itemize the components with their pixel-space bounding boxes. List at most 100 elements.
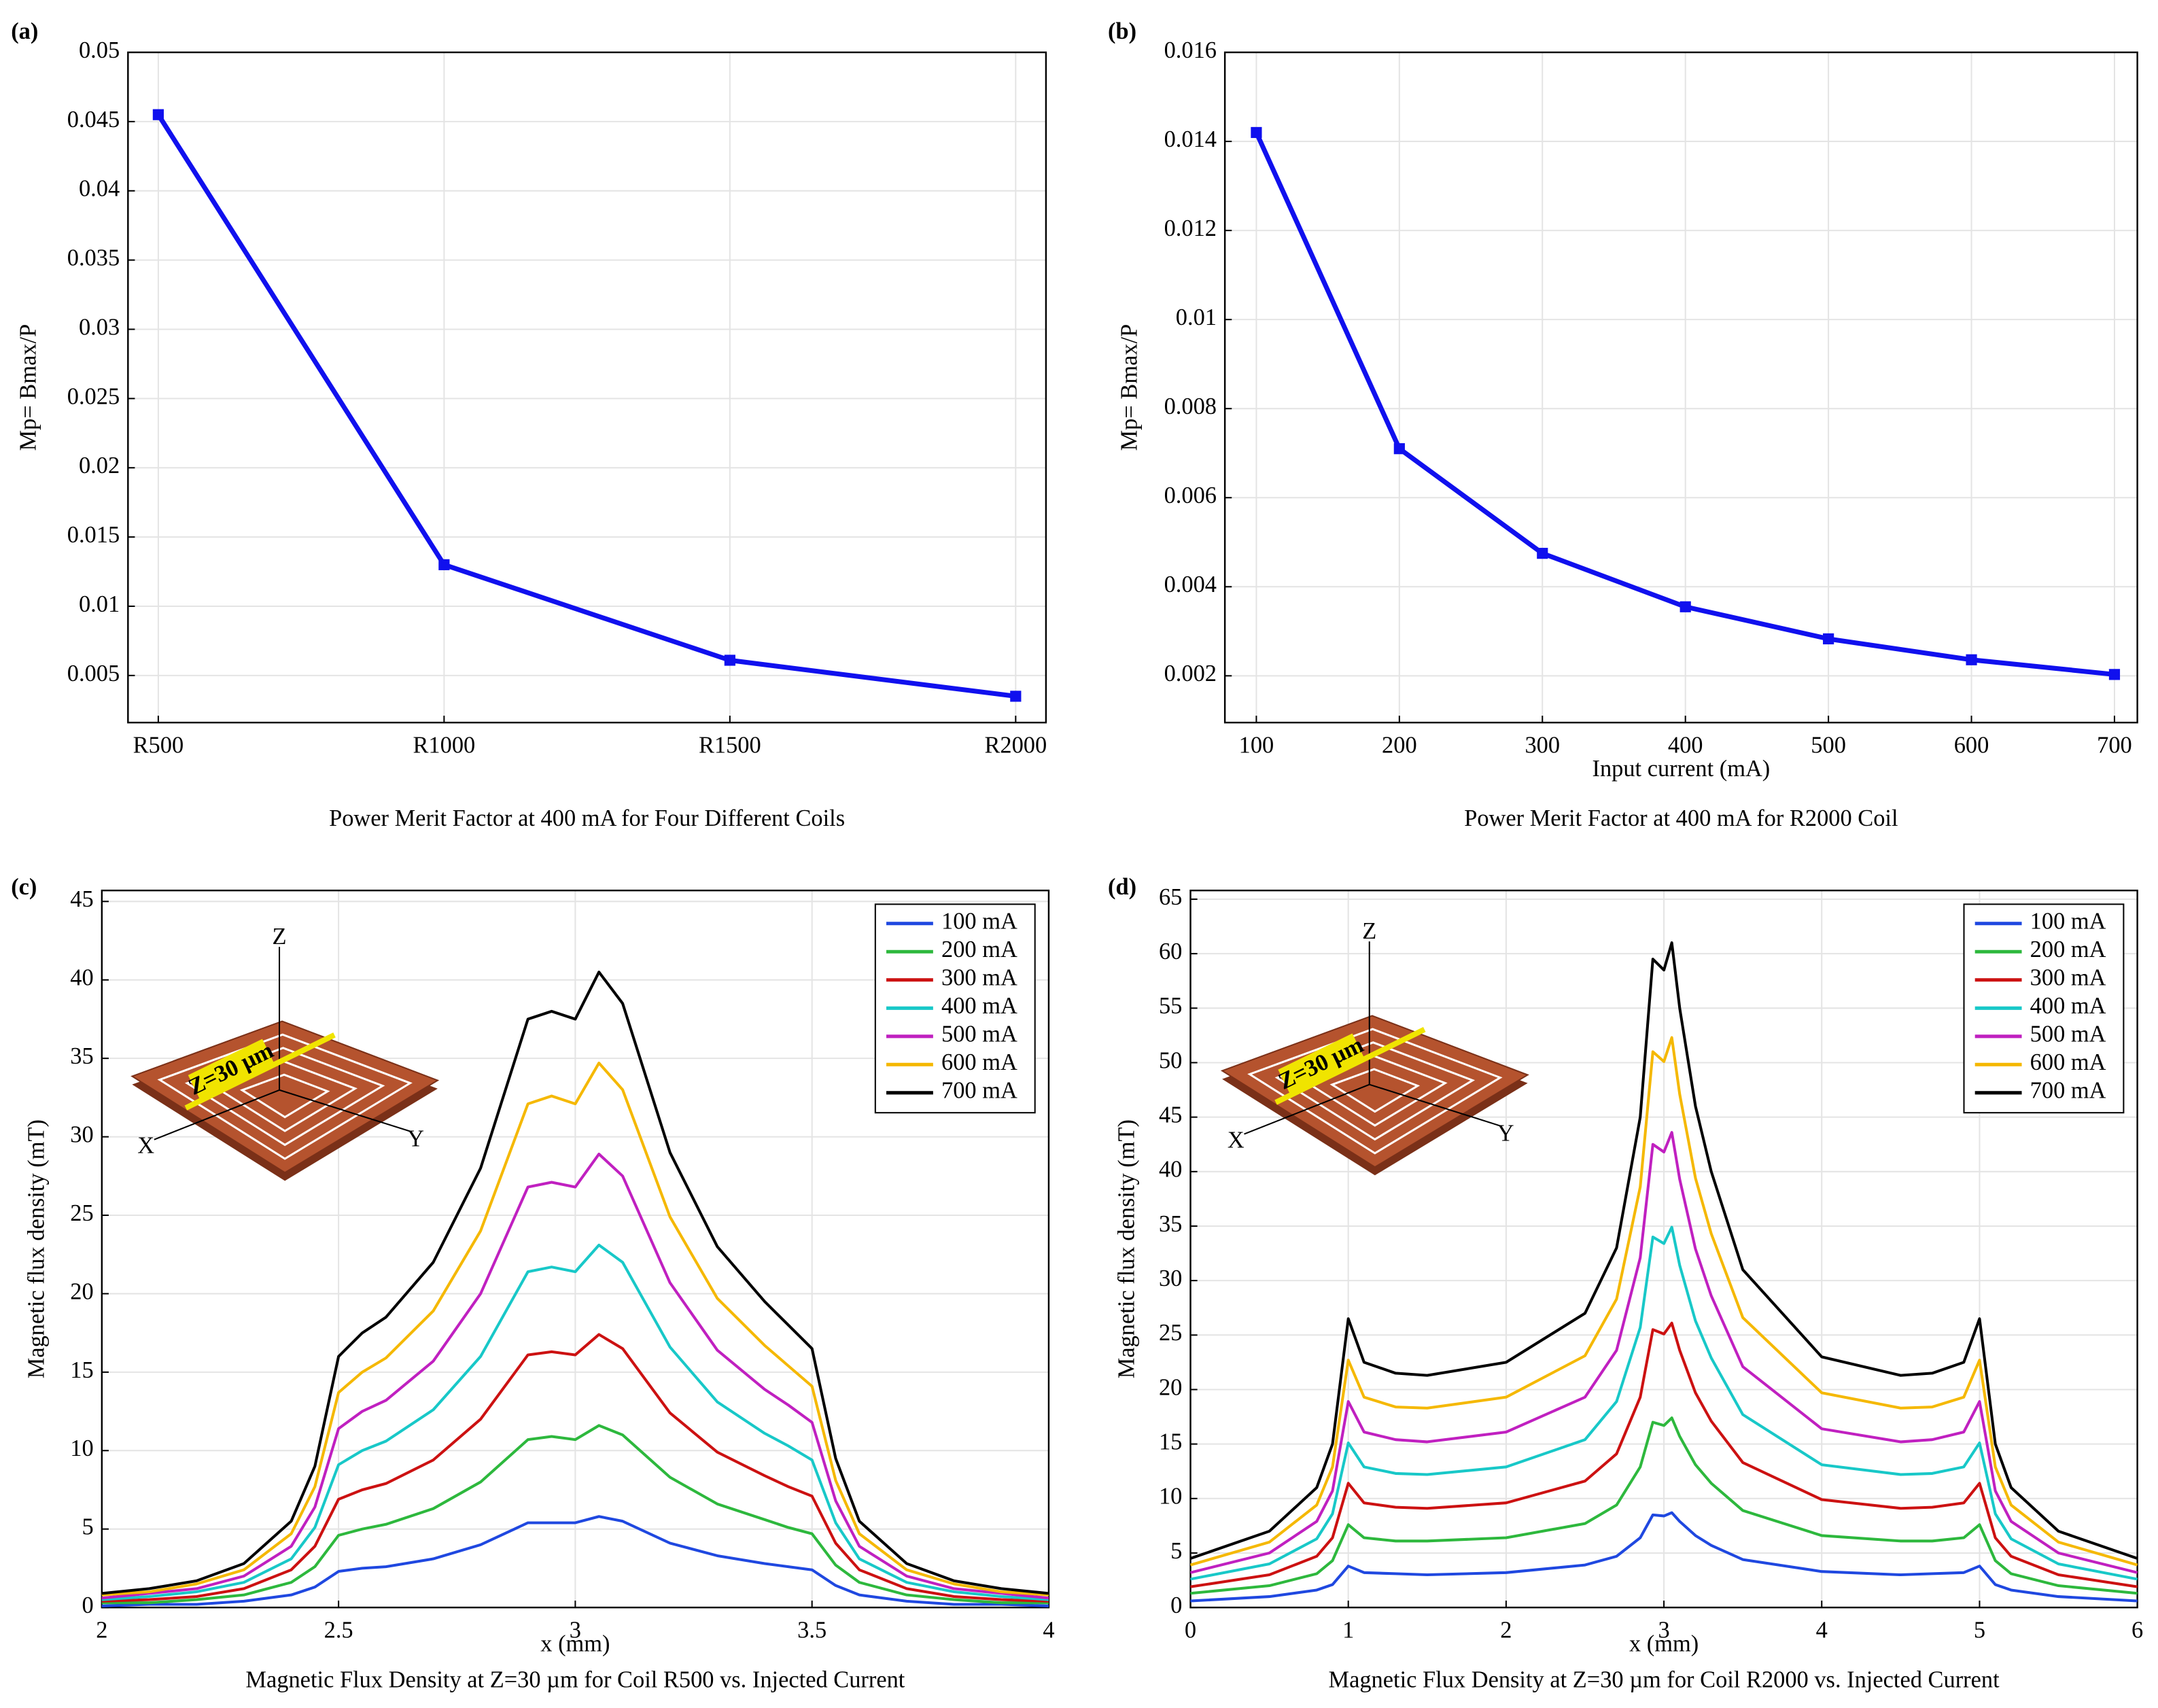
marker — [1537, 548, 1548, 559]
y-tick-label: 55 — [1159, 993, 1182, 1019]
panel-label: (c) — [11, 874, 37, 900]
y-tick-label: 40 — [70, 965, 93, 991]
x-tick-label: R1500 — [699, 732, 761, 758]
y-tick-label: 25 — [70, 1200, 93, 1226]
marker — [1251, 126, 1262, 139]
y-tick-label: 40 — [1159, 1157, 1182, 1183]
panel-label: (a) — [11, 18, 38, 44]
panel-label: (d) — [1108, 874, 1136, 900]
legend-label: 400 mA — [941, 993, 1017, 1019]
x-axis-label: x (mm) — [540, 1631, 610, 1657]
marker — [1680, 601, 1691, 612]
x-tick-label: 5 — [1974, 1617, 1985, 1643]
axis-x — [154, 1089, 280, 1140]
axis-letter: Z — [273, 924, 287, 949]
axis-letter: Y — [1497, 1120, 1514, 1146]
y-tick-label: 45 — [70, 886, 93, 912]
y-tick-label: 30 — [70, 1121, 93, 1147]
x-tick-label: 3.5 — [797, 1617, 826, 1643]
y-tick-label: 0.005 — [67, 661, 120, 686]
plot-area — [128, 52, 1046, 723]
measure-label-box — [1278, 1033, 1365, 1095]
plot-frame — [1189, 889, 2138, 1609]
chart-caption: Magnetic Flux Density at Z=30 µm for Coi… — [1328, 1667, 2000, 1692]
x-tick-label: 2 — [1500, 1617, 1512, 1643]
y-tick-label: 50 — [1159, 1047, 1182, 1073]
x-tick-label: 2.5 — [324, 1617, 353, 1643]
x-tick-label: 4 — [1816, 1617, 1828, 1643]
series-line — [1189, 941, 2138, 1560]
y-tick-label: 0.02 — [79, 453, 120, 478]
series-line — [101, 971, 1049, 1595]
y-tick-label: 0.01 — [79, 591, 120, 617]
x-tick-label: 400 — [1668, 732, 1703, 758]
y-tick-label: 0.045 — [67, 107, 120, 133]
legend-label: 600 mA — [2030, 1049, 2106, 1075]
legend-label: 600 mA — [941, 1049, 1017, 1075]
y-tick-label: 25 — [1159, 1320, 1182, 1346]
legend-box — [874, 903, 1036, 1114]
x-tick-label: 600 — [1954, 732, 1989, 758]
y-tick-label: 0.015 — [67, 522, 120, 548]
x-tick-label: 0 — [1185, 1617, 1196, 1643]
series-line — [156, 113, 1016, 699]
y-tick-label: 65 — [1159, 884, 1182, 910]
marker — [1393, 443, 1405, 455]
chart-caption: Power Merit Factor at 400 mA for Four Di… — [329, 805, 845, 831]
x-tick-label: 6 — [2131, 1617, 2143, 1643]
legend-label: 500 mA — [2030, 1022, 2106, 1047]
legend-label: 500 mA — [941, 1022, 1017, 1047]
measure-line — [1274, 1027, 1426, 1105]
y-tick-label: 20 — [1159, 1374, 1182, 1400]
y-tick-label: 5 — [1170, 1538, 1182, 1564]
y-tick-label: 0.016 — [1164, 37, 1217, 63]
series-line — [1190, 1131, 2138, 1574]
plot-frame — [127, 51, 1047, 724]
x-tick-label: R1000 — [413, 732, 475, 758]
x-tick-label: 200 — [1382, 732, 1417, 758]
legend-label: 200 mA — [2030, 937, 2106, 962]
legend-label: 300 mA — [941, 965, 1017, 991]
y-tick-label: 0 — [82, 1592, 93, 1618]
legend-label: 200 mA — [941, 937, 1017, 962]
y-tick-label: 35 — [70, 1043, 93, 1069]
series-line — [1190, 1321, 2138, 1588]
x-tick-label: 700 — [2097, 732, 2132, 758]
series-line — [101, 1333, 1049, 1603]
x-axis-label: Input current (mA) — [1592, 756, 1770, 782]
marker — [1823, 633, 1834, 645]
y-tick-label: 0.04 — [79, 176, 120, 202]
y-tick-label: 15 — [70, 1357, 93, 1383]
series-line — [1190, 1225, 2138, 1581]
chart-caption: Power Merit Factor at 400 mA for R2000 C… — [1464, 805, 1898, 831]
series-line — [101, 1062, 1049, 1597]
axis-letter: Z — [1362, 918, 1376, 944]
y-tick-label: 0.002 — [1164, 661, 1217, 686]
y-tick-label: 0.014 — [1164, 126, 1217, 152]
axis-y — [1369, 1083, 1501, 1127]
y-tick-label: 0.006 — [1164, 483, 1217, 508]
plot-frame — [1223, 51, 2138, 724]
series-line — [1190, 1511, 2138, 1603]
y-tick-label: 15 — [1159, 1429, 1182, 1455]
marker — [152, 109, 164, 120]
x-tick-label: 100 — [1239, 732, 1274, 758]
y-tick-label: 10 — [1159, 1484, 1182, 1510]
x-tick-label: 500 — [1811, 732, 1846, 758]
marker — [724, 655, 735, 666]
axis-x — [1244, 1083, 1370, 1135]
measure-line — [184, 1032, 336, 1111]
legend-label: 300 mA — [2030, 965, 2106, 991]
y-tick-label: 10 — [70, 1435, 93, 1461]
plot-frame — [101, 889, 1050, 1609]
series-line — [101, 1515, 1049, 1607]
y-axis-label: Magnetic flux density (mT) — [24, 1119, 50, 1378]
x-tick-label: 3 — [570, 1617, 581, 1643]
x-tick-label: 4 — [1043, 1617, 1054, 1643]
legend-label: 700 mA — [2030, 1078, 2106, 1104]
x-tick-label: 300 — [1525, 732, 1560, 758]
y-tick-label: 0.025 — [67, 383, 120, 409]
